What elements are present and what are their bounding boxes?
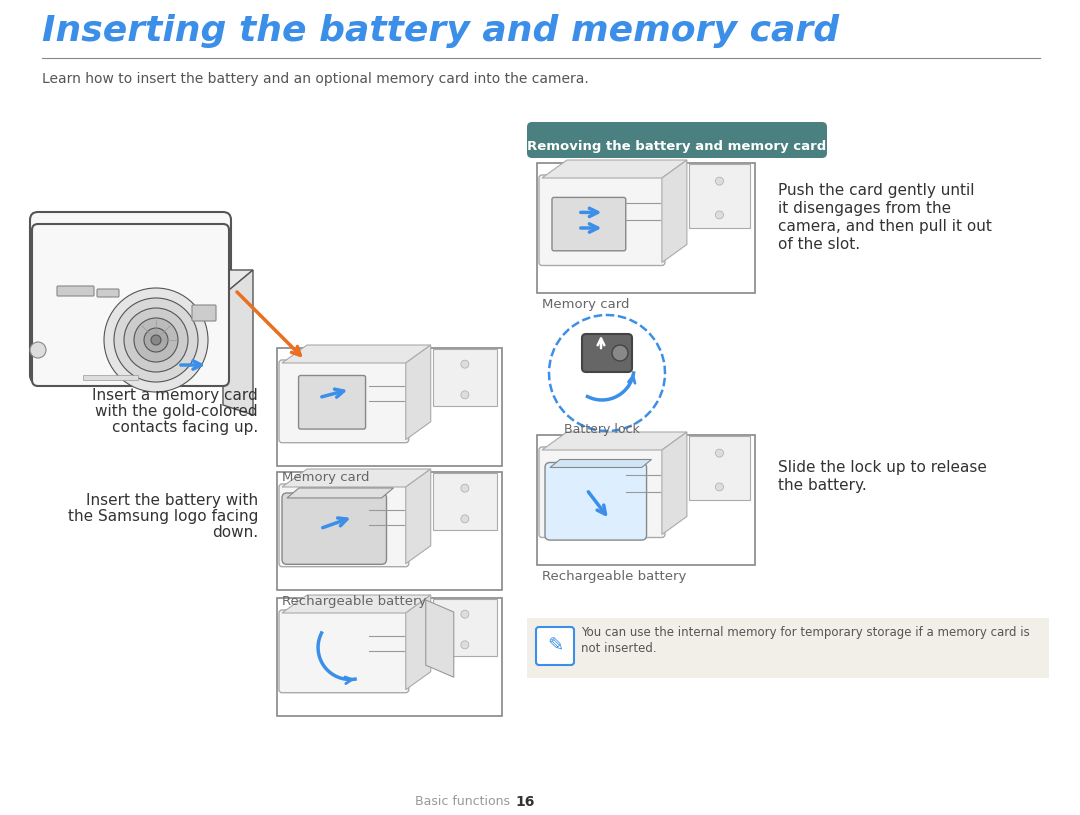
Bar — [689, 165, 750, 227]
FancyBboxPatch shape — [582, 334, 632, 372]
Circle shape — [715, 483, 724, 491]
Text: 16: 16 — [515, 795, 535, 809]
FancyBboxPatch shape — [282, 493, 387, 564]
Polygon shape — [426, 600, 454, 677]
Polygon shape — [662, 160, 687, 262]
Polygon shape — [38, 270, 253, 295]
Circle shape — [715, 177, 724, 185]
Polygon shape — [406, 595, 431, 689]
FancyBboxPatch shape — [539, 175, 665, 266]
FancyBboxPatch shape — [32, 224, 229, 386]
Bar — [276, 598, 502, 716]
Circle shape — [461, 515, 469, 523]
FancyBboxPatch shape — [279, 610, 408, 693]
Circle shape — [715, 211, 724, 219]
Circle shape — [134, 318, 178, 362]
Bar — [276, 348, 502, 466]
FancyBboxPatch shape — [552, 197, 625, 251]
Bar — [537, 163, 755, 293]
Bar — [276, 472, 502, 590]
Text: Learn how to insert the battery and an optional memory card into the camera.: Learn how to insert the battery and an o… — [42, 72, 589, 86]
Polygon shape — [542, 432, 687, 450]
FancyBboxPatch shape — [279, 360, 408, 443]
Bar — [689, 436, 750, 500]
Bar — [433, 349, 497, 407]
Bar — [537, 435, 755, 565]
Text: camera, and then pull it out: camera, and then pull it out — [778, 219, 991, 234]
Text: it disengages from the: it disengages from the — [778, 201, 951, 216]
FancyBboxPatch shape — [536, 627, 573, 665]
Circle shape — [114, 298, 198, 382]
Circle shape — [461, 610, 469, 618]
FancyBboxPatch shape — [298, 376, 365, 429]
Polygon shape — [406, 345, 431, 440]
Circle shape — [104, 288, 208, 392]
Circle shape — [30, 342, 46, 358]
Bar — [433, 599, 497, 656]
Polygon shape — [222, 270, 253, 415]
Text: Slide the lock up to release: Slide the lock up to release — [778, 460, 987, 475]
Text: contacts facing up.: contacts facing up. — [111, 420, 258, 435]
Polygon shape — [662, 432, 687, 535]
Polygon shape — [282, 345, 431, 363]
Text: Removing the battery and memory card: Removing the battery and memory card — [527, 140, 826, 153]
Polygon shape — [406, 469, 431, 564]
Polygon shape — [542, 160, 687, 178]
Text: Inserting the battery and memory card: Inserting the battery and memory card — [42, 14, 839, 48]
Polygon shape — [282, 595, 431, 613]
Text: of the slot.: of the slot. — [778, 237, 860, 252]
Text: You can use the internal memory for temporary storage if a memory card is: You can use the internal memory for temp… — [581, 626, 1029, 639]
Text: down.: down. — [212, 525, 258, 540]
FancyBboxPatch shape — [279, 484, 408, 566]
FancyBboxPatch shape — [545, 462, 647, 540]
Text: Push the card gently until: Push the card gently until — [778, 183, 974, 198]
Bar — [433, 473, 497, 531]
FancyBboxPatch shape — [57, 286, 94, 296]
FancyBboxPatch shape — [192, 305, 216, 321]
Text: Insert a memory card: Insert a memory card — [92, 388, 258, 403]
Circle shape — [461, 360, 469, 368]
Circle shape — [461, 391, 469, 399]
Text: Memory card: Memory card — [282, 471, 369, 484]
FancyBboxPatch shape — [97, 289, 119, 297]
FancyBboxPatch shape — [539, 447, 665, 538]
FancyBboxPatch shape — [527, 122, 827, 158]
Text: Rechargeable battery: Rechargeable battery — [542, 570, 687, 583]
Text: Memory card: Memory card — [542, 298, 630, 311]
Polygon shape — [550, 460, 651, 468]
Bar — [83, 375, 138, 380]
Text: the Samsung logo facing: the Samsung logo facing — [68, 509, 258, 524]
Circle shape — [461, 484, 469, 492]
Circle shape — [715, 449, 724, 457]
Text: Rechargeable battery: Rechargeable battery — [282, 595, 427, 608]
Bar — [527, 618, 1049, 678]
Text: Insert the battery with: Insert the battery with — [86, 493, 258, 508]
Polygon shape — [282, 469, 431, 487]
Text: with the gold-colored: with the gold-colored — [95, 404, 258, 419]
Circle shape — [144, 328, 168, 352]
FancyBboxPatch shape — [30, 212, 231, 383]
Circle shape — [461, 641, 469, 649]
Text: ✎: ✎ — [546, 637, 563, 655]
Circle shape — [124, 308, 188, 372]
Polygon shape — [287, 488, 393, 498]
Text: Battery lock: Battery lock — [564, 423, 639, 436]
Text: the battery.: the battery. — [778, 478, 867, 493]
Text: not inserted.: not inserted. — [581, 642, 657, 655]
Circle shape — [612, 345, 627, 361]
Text: Basic functions: Basic functions — [415, 795, 510, 808]
Circle shape — [151, 335, 161, 345]
